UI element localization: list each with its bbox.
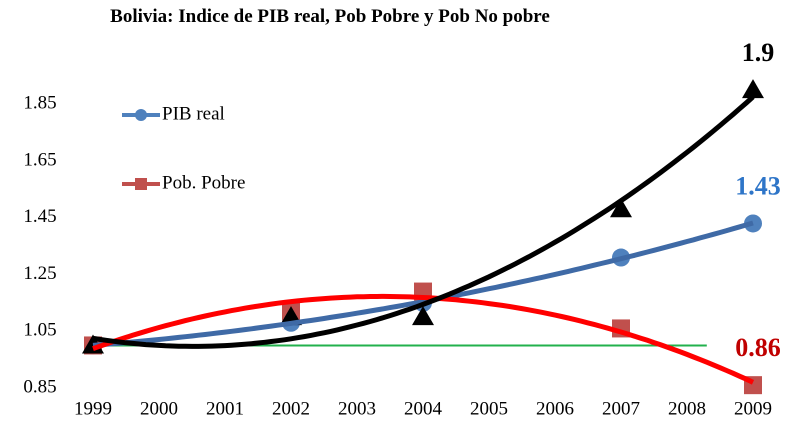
x-tick-label: 2005 [470, 398, 508, 419]
marker [742, 79, 764, 99]
x-tick-label: 2009 [734, 398, 772, 419]
trendline [92, 293, 755, 385]
trendline [92, 95, 755, 349]
x-tick-label: 2001 [206, 398, 244, 419]
data-label: 1.43 [735, 171, 781, 200]
legend-marker [135, 178, 147, 190]
x-tick-label: 2004 [404, 398, 443, 419]
y-tick-label: 1.45 [23, 206, 56, 227]
x-tick-label: 2000 [140, 398, 178, 419]
y-tick-label: 1.05 [23, 320, 56, 341]
legend-marker [135, 109, 147, 121]
x-tick-label: 2006 [536, 398, 574, 419]
x-tick-label: 2007 [602, 398, 640, 419]
y-tick-label: 0.85 [23, 376, 56, 397]
title-box: Bolivia: Indice de PIB real, Pob Pobre y… [110, 6, 550, 27]
chart-title: Bolivia: Indice de PIB real, Pob Pobre y… [110, 6, 550, 27]
marker [412, 306, 434, 326]
x-tick-label: 2008 [668, 398, 706, 419]
legend-label: PIB real [162, 103, 225, 124]
y-tick-label: 1.85 [23, 93, 56, 114]
data-label: 1.9 [742, 38, 775, 67]
legend-label: Pob. Pobre [162, 172, 245, 193]
x-tick-label: 2003 [338, 398, 376, 419]
x-tick-label: 1999 [74, 398, 112, 419]
y-tick-label: 1.65 [23, 149, 56, 170]
marker [610, 198, 632, 218]
x-tick-label: 2002 [272, 398, 310, 419]
y-tick-label: 1.25 [23, 263, 56, 284]
data-label: 0.86 [735, 333, 781, 362]
trendline [92, 220, 754, 348]
